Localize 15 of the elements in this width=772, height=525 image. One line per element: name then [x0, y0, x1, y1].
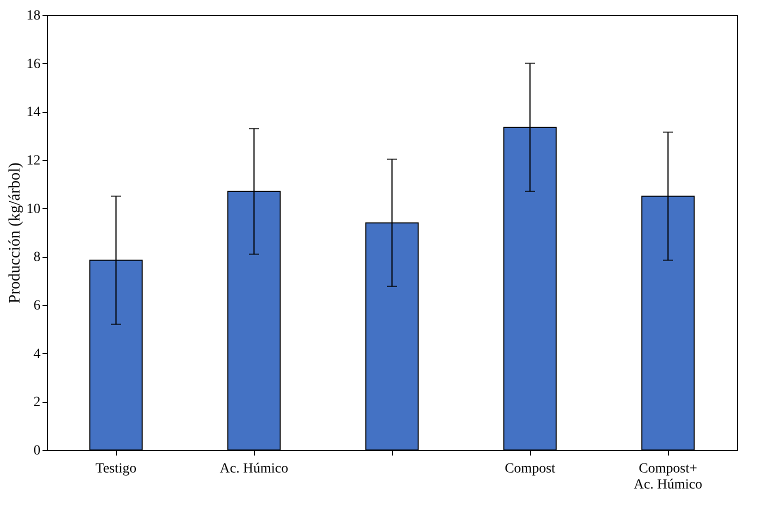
y-tick-label: 2: [34, 395, 40, 410]
y-tick-label: 18: [26, 8, 40, 24]
y-tick-label: 14: [26, 105, 40, 120]
y-tick-label: 12: [26, 154, 40, 168]
y-tick-label: 6: [34, 298, 40, 314]
x-tick-label: Compost: [504, 462, 556, 476]
y-axis-title: Producción (kg/árbol): [6, 162, 24, 304]
x-tick-label: Compost+ Ac. Húmico: [634, 462, 702, 492]
y-tick-label: 0: [34, 444, 40, 458]
y-tick-label: 8: [34, 250, 40, 266]
y-tick-label: 10: [26, 202, 40, 217]
x-tick-label: Testigo: [95, 462, 137, 476]
y-tick-label: 16: [26, 56, 40, 72]
x-tick-label: Ac. Húmico: [220, 462, 288, 476]
y-tick-label: 4: [34, 346, 40, 362]
